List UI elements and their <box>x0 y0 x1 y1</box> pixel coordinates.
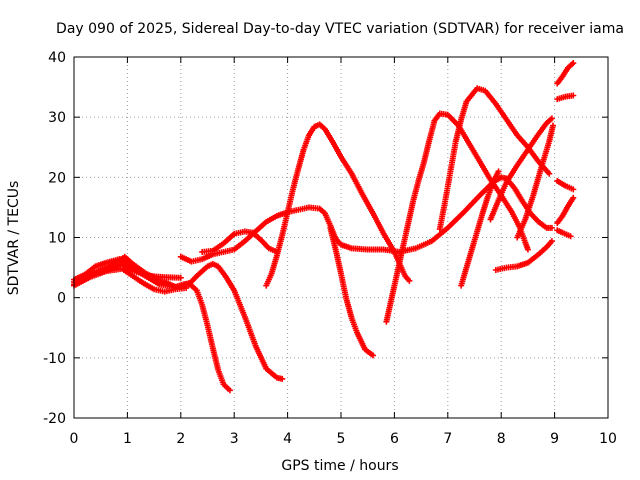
series-track-10 <box>458 168 502 289</box>
data-points <box>71 60 577 394</box>
x-tick-label: 0 <box>70 431 79 447</box>
data-point <box>570 60 577 67</box>
data-point <box>177 274 184 281</box>
data-point <box>548 238 555 245</box>
data-point <box>570 194 577 201</box>
y-tick-label: 30 <box>48 110 66 126</box>
x-tick-label: 1 <box>123 431 132 447</box>
data-point <box>570 92 577 99</box>
series-track-14 <box>492 238 555 273</box>
x-tick-label: 9 <box>550 431 559 447</box>
y-tick-label: 20 <box>48 170 66 186</box>
axis-ticks: 0 1 2 3 4 5 6 7 8 9 10 -20 -10 0 10 20 30 40 <box>43 50 617 447</box>
series-track-17 <box>554 177 577 193</box>
grid <box>74 57 608 418</box>
y-tick-label: -10 <box>43 351 66 367</box>
series-track-12 <box>487 115 555 223</box>
y-tick-label: 0 <box>57 291 66 307</box>
y-tick-label: -20 <box>43 411 66 427</box>
data-point <box>226 387 233 394</box>
data-point <box>546 170 553 177</box>
series-track-16 <box>554 60 577 87</box>
x-tick-label: 2 <box>176 431 185 447</box>
data-point <box>570 186 577 193</box>
x-tick-label: 10 <box>599 431 617 447</box>
x-tick-label: 4 <box>283 431 292 447</box>
x-tick-label: 7 <box>443 431 452 447</box>
series-track-7 <box>263 121 413 289</box>
data-point <box>183 285 190 292</box>
y-axis-label: SDTVAR / TECUs <box>6 181 22 296</box>
series-track-19 <box>554 194 577 227</box>
data-point <box>406 277 413 284</box>
data-point <box>524 246 531 253</box>
series-track-9 <box>383 110 531 325</box>
y-tick-label: 40 <box>48 50 66 66</box>
series-track-15 <box>554 92 577 103</box>
data-point <box>567 233 574 240</box>
series-track-11 <box>436 85 553 233</box>
chart-title: Day 090 of 2025, Sidereal Day-to-day VTE… <box>56 21 624 37</box>
x-tick-label: 6 <box>390 431 399 447</box>
data-point <box>495 168 502 175</box>
data-point <box>548 224 555 231</box>
series-track-13 <box>514 122 556 241</box>
x-axis-label: GPS time / hours <box>281 458 398 474</box>
series-track-8 <box>327 224 377 359</box>
series-track-6 <box>199 228 280 255</box>
x-tick-label: 5 <box>337 431 346 447</box>
x-tick-label: 8 <box>497 431 506 447</box>
data-point <box>548 115 555 122</box>
data-point <box>279 375 286 382</box>
series-track-18 <box>554 227 574 240</box>
y-tick-label: 10 <box>48 231 66 247</box>
x-tick-label: 3 <box>230 431 239 447</box>
data-point <box>549 122 556 129</box>
data-point <box>370 352 377 359</box>
